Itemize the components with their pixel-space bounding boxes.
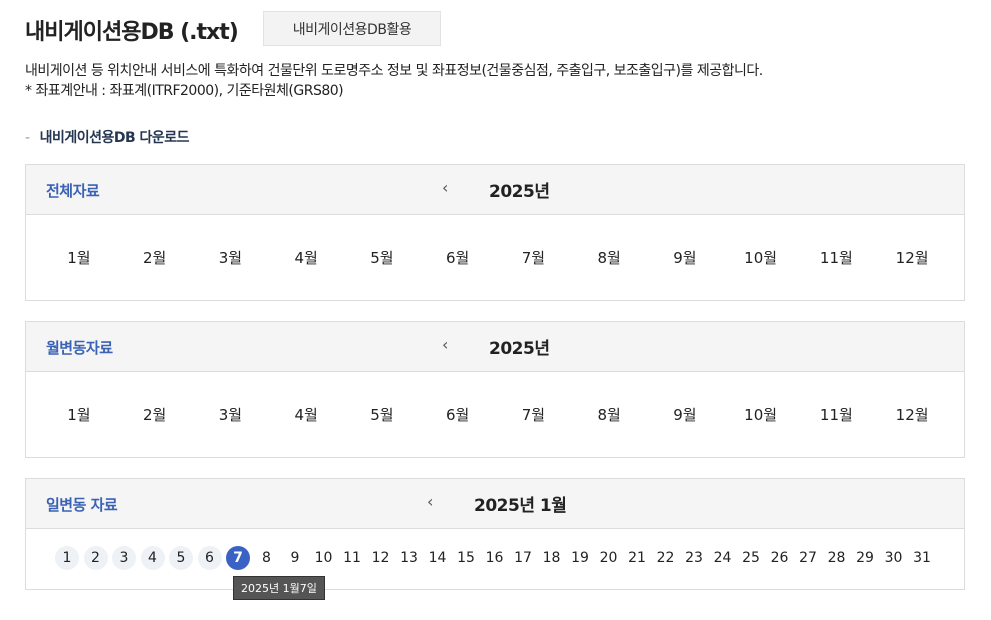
day-16[interactable]: 16 (483, 546, 507, 570)
month-11[interactable]: 11월 (799, 247, 875, 268)
day-21[interactable]: 21 (625, 546, 649, 570)
day-1[interactable]: 1 (55, 546, 79, 570)
dash-icon: - (25, 130, 30, 146)
date-tooltip: 2025년 1월7일 (233, 576, 325, 600)
day-4[interactable]: 4 (141, 546, 165, 570)
day-11[interactable]: 11 (340, 546, 364, 570)
month-10[interactable]: 10월 (723, 247, 799, 268)
day-14[interactable]: 14 (426, 546, 450, 570)
prev-month-icon[interactable]: ‹ (427, 492, 433, 511)
day-30[interactable]: 30 (882, 546, 906, 570)
panel-label: 월변동자료 (46, 337, 113, 358)
day-12[interactable]: 12 (369, 546, 393, 570)
month-9[interactable]: 9월 (647, 404, 723, 425)
day-20[interactable]: 20 (597, 546, 621, 570)
month-1[interactable]: 1월 (41, 247, 117, 268)
day-13[interactable]: 13 (397, 546, 421, 570)
month-5[interactable]: 5월 (344, 247, 420, 268)
prev-year-icon[interactable]: ‹ (442, 335, 448, 354)
month-8[interactable]: 8월 (571, 247, 647, 268)
month-list: 1월2월3월4월5월6월7월8월9월10월11월12월 (26, 215, 964, 300)
day-25[interactable]: 25 (739, 546, 763, 570)
section-title-text: 내비게이션용DB 다운로드 (40, 130, 189, 146)
day-27[interactable]: 27 (796, 546, 820, 570)
year-label: 2025년 (489, 177, 549, 202)
month-10[interactable]: 10월 (723, 404, 799, 425)
month-label: 2025년 1월 (474, 491, 566, 516)
day-list: 1234567891011121314151617181920212223242… (26, 529, 964, 589)
day-3[interactable]: 3 (112, 546, 136, 570)
daily-change-panel: 일변동 자료 ‹ 2025년 1월 1234567891011121314151… (25, 478, 965, 590)
month-9[interactable]: 9월 (647, 247, 723, 268)
month-2[interactable]: 2월 (117, 404, 193, 425)
day-8[interactable]: 8 (255, 546, 279, 570)
day-5[interactable]: 5 (169, 546, 193, 570)
month-4[interactable]: 4월 (268, 247, 344, 268)
day-23[interactable]: 23 (682, 546, 706, 570)
panel-label: 일변동 자료 (46, 494, 117, 515)
month-12[interactable]: 12월 (874, 247, 950, 268)
day-28[interactable]: 28 (825, 546, 849, 570)
page-title: 내비게이션용DB (.txt) (25, 14, 238, 46)
day-15[interactable]: 15 (454, 546, 478, 570)
month-1[interactable]: 1월 (41, 404, 117, 425)
month-2[interactable]: 2월 (117, 247, 193, 268)
year-label: 2025년 (489, 334, 549, 359)
day-18[interactable]: 18 (540, 546, 564, 570)
coordinate-note: * 좌표계안내 : 좌표계(ITRF2000), 기준타원체(GRS80) (25, 81, 763, 101)
day-2[interactable]: 2 (84, 546, 108, 570)
day-22[interactable]: 22 (654, 546, 678, 570)
day-9[interactable]: 9 (283, 546, 307, 570)
month-5[interactable]: 5월 (344, 404, 420, 425)
month-11[interactable]: 11월 (799, 404, 875, 425)
month-12[interactable]: 12월 (874, 404, 950, 425)
month-list: 1월2월3월4월5월6월7월8월9월10월11월12월 (26, 372, 964, 457)
panel-label: 전체자료 (46, 180, 99, 201)
day-31[interactable]: 31 (910, 546, 934, 570)
day-17[interactable]: 17 (511, 546, 535, 570)
month-7[interactable]: 7월 (496, 404, 572, 425)
month-8[interactable]: 8월 (571, 404, 647, 425)
monthly-change-panel: 월변동자료 ‹ 2025년 1월2월3월4월5월6월7월8월9월10월11월12… (25, 321, 965, 458)
prev-year-icon[interactable]: ‹ (442, 178, 448, 197)
navigation-db-use-button[interactable]: 내비게이션용DB활용 (263, 11, 441, 46)
description: 내비게이션 등 위치안내 서비스에 특화하여 건물단위 도로명주소 정보 및 좌… (25, 61, 763, 101)
day-10[interactable]: 10 (312, 546, 336, 570)
month-6[interactable]: 6월 (420, 247, 496, 268)
month-4[interactable]: 4월 (268, 404, 344, 425)
month-3[interactable]: 3월 (193, 404, 269, 425)
month-3[interactable]: 3월 (193, 247, 269, 268)
day-29[interactable]: 29 (853, 546, 877, 570)
day-7[interactable]: 7 (226, 546, 250, 570)
day-19[interactable]: 19 (568, 546, 592, 570)
section-title: -내비게이션용DB 다운로드 (25, 127, 189, 147)
day-26[interactable]: 26 (768, 546, 792, 570)
full-data-panel: 전체자료 ‹ 2025년 1월2월3월4월5월6월7월8월9월10월11월12월 (25, 164, 965, 301)
day-6[interactable]: 6 (198, 546, 222, 570)
month-7[interactable]: 7월 (496, 247, 572, 268)
month-6[interactable]: 6월 (420, 404, 496, 425)
day-24[interactable]: 24 (711, 546, 735, 570)
description-line: 내비게이션 등 위치안내 서비스에 특화하여 건물단위 도로명주소 정보 및 좌… (25, 61, 763, 81)
